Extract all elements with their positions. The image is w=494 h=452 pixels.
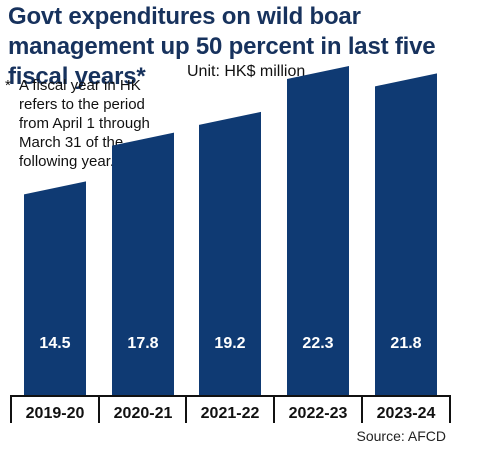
- x-axis-labels: 2019-20 2020-21 2021-22 2022-23 2023-24: [26, 405, 436, 422]
- bar-value-label: 19.2: [214, 335, 245, 352]
- bar-2022-23: [287, 66, 349, 396]
- x-axis: [10, 395, 451, 423]
- bar-2019-20: [24, 181, 86, 396]
- bar-2023-24: [375, 73, 437, 396]
- bar-value-label: 21.8: [390, 335, 421, 352]
- bar-value-label: 22.3: [302, 335, 333, 352]
- x-tick-label: 2020-21: [114, 405, 173, 422]
- x-tick-label: 2021-22: [201, 405, 260, 422]
- footnote-star: *: [5, 77, 11, 94]
- footnote-text: A fiscal year in HK refers to the period…: [19, 77, 150, 170]
- bar-2020-21: [112, 132, 174, 397]
- bar-2021-22: [199, 111, 261, 396]
- bars-layer: 14.5 17.8 19.2 22.3 21.8: [24, 66, 437, 397]
- bar-value-label: 14.5: [39, 335, 70, 352]
- x-tick-label: 2022-23: [289, 405, 348, 422]
- source-note: Source: AFCD: [356, 428, 446, 444]
- unit-label: Unit: HK$ million: [187, 63, 306, 80]
- chart-title: Govt expenditures on wild boar managemen…: [8, 3, 436, 90]
- bar-value-label: 17.8: [127, 335, 158, 352]
- x-tick-label: 2023-24: [377, 405, 436, 422]
- x-tick-label: 2019-20: [26, 405, 85, 422]
